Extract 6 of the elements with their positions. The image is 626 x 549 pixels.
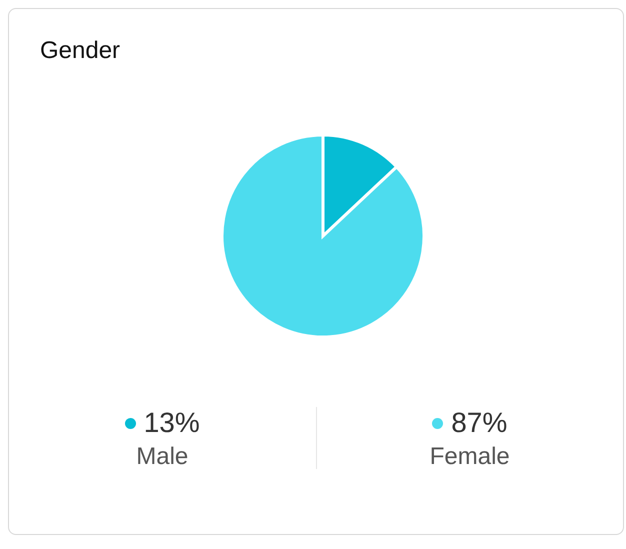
pie-slice bbox=[220, 134, 426, 338]
chart-title: Gender bbox=[40, 37, 120, 65]
data-label: 13% bbox=[144, 407, 200, 439]
data-label: 87% bbox=[451, 407, 508, 439]
legend-label: Female bbox=[430, 443, 510, 471]
legend-label: Male bbox=[136, 443, 188, 471]
